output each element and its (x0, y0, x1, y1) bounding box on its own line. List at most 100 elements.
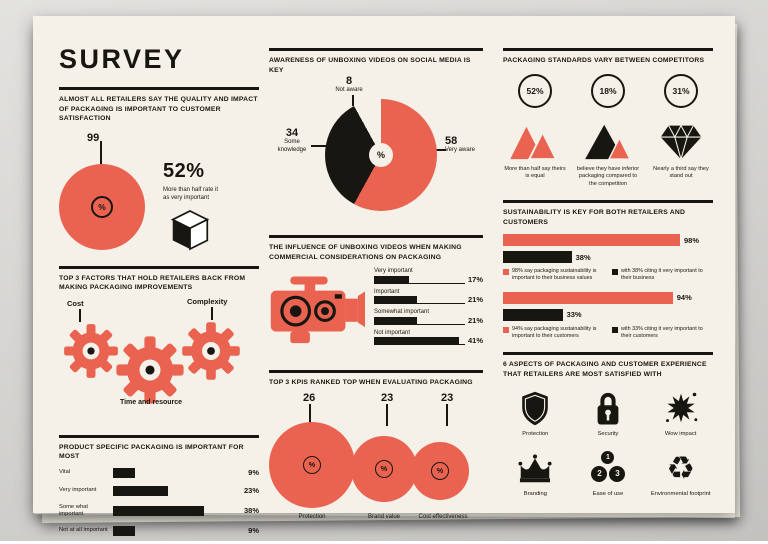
bar-row: Somewhat important 21% (374, 309, 483, 325)
bar-label: Important (374, 288, 400, 295)
bar-label: Somewhat important (374, 309, 430, 316)
recycle-glyph: ♻ (666, 448, 695, 487)
bar-row: Very important 17% (374, 268, 483, 284)
product-bar-chart: Vital 9% Very important 23% Some what im… (59, 467, 259, 536)
stat-circle: 18% (591, 73, 625, 108)
steps-icon: 1 2 3 (589, 449, 626, 487)
segment-value: 58 (445, 135, 458, 148)
callout-line (211, 306, 213, 320)
standards-stats: 52% More than half say theirs is equal 1… (503, 73, 713, 189)
influence-chart: Very important 17% Important 21% Somewha… (269, 268, 483, 358)
aspect-wow-impact: Wow impact (648, 389, 713, 439)
legend: 98% say packaging sustainability is impo… (503, 268, 713, 283)
divider (59, 265, 259, 269)
gears-illustration: Cost Complexity Time and resource (59, 297, 259, 423)
bar-track: 17% (374, 274, 483, 284)
aspect-security: Security (576, 389, 641, 439)
heading-product: PRODUCT SPECIFIC PACKAGING IS IMPORTANT … (59, 443, 244, 461)
numbered-steps: 1 2 3 (589, 450, 626, 485)
percent-badge: % (91, 195, 113, 218)
bar-value: 94% (676, 293, 692, 303)
diamond-icon (658, 113, 704, 161)
bar-row: 33% (503, 308, 713, 321)
sustainability-group-customers: 94% 33% 94% say packaging sustainability… (503, 291, 713, 341)
leader-line (417, 323, 465, 325)
bar-track: 21% (374, 316, 483, 325)
aspect-label: Branding (523, 490, 547, 497)
importance-pie: % (59, 163, 145, 250)
percent-badge: % (303, 455, 321, 474)
bar-value: 41% (467, 336, 483, 346)
bar-value: 23% (243, 486, 259, 496)
bar-value: 33% (566, 310, 582, 320)
callout-line (435, 149, 446, 151)
leader-line (417, 303, 465, 305)
bar-label: Not at all important (59, 527, 108, 534)
bar-track: 21% (374, 296, 483, 305)
aspect-label: Security (597, 431, 619, 438)
heading-sustainability: SUSTAINABILITY IS KEY FOR BOTH RETAILERS… (503, 209, 686, 226)
bar-track (113, 525, 233, 536)
importance-chart: 99 % 52% More than half rate it as very … (59, 128, 259, 254)
aspect-ease-of-use: 1 2 3 Ease of use (576, 449, 641, 499)
percent-badge: % (369, 143, 393, 168)
kpi-label: Protection (298, 513, 326, 520)
legend-item: 98% say packaging sustainability is impo… (503, 268, 604, 283)
callout-line (446, 403, 448, 426)
twin-peaks-icon (508, 113, 562, 161)
stat-circle: 31% (664, 73, 698, 108)
aspect-protection: Protection (503, 389, 568, 439)
influence-bars: Very important 17% Important 21% Somewha… (374, 268, 483, 358)
bar-track (113, 485, 233, 496)
kpi-value: 26 (303, 391, 316, 404)
bar-row: Not important 41% (374, 330, 483, 346)
stat-block: 52% More than half rate it as very impor… (163, 160, 255, 256)
kpi-value: 23 (441, 391, 454, 404)
segment-label: Some knowledge (277, 139, 307, 153)
bar (503, 234, 680, 247)
callout-line (79, 308, 81, 322)
bar-row: Very important 23% (59, 485, 259, 496)
legend-item: with 33% citing it very important to the… (612, 326, 713, 341)
awareness-pie: % (325, 99, 437, 212)
bar-row: 38% (503, 251, 713, 264)
stat-item: 18% believe they have inferior packaging… (576, 73, 640, 189)
kpi-bubble-brand-value: % (351, 435, 417, 502)
kpi-label: Cost effectiveness (418, 513, 468, 520)
callout-line (309, 403, 311, 426)
legend-text: 98% say packaging sustainability is impo… (512, 268, 597, 282)
aspect-branding: Branding (503, 449, 568, 499)
stat-caption: More than half say theirs is equal (504, 165, 566, 180)
padlock-icon (592, 389, 624, 427)
stat-circle: 52% (518, 73, 552, 108)
bar (113, 505, 205, 516)
step-number: 3 (609, 465, 626, 482)
aspects-grid: Protection Security (503, 389, 713, 498)
bar-value: 38% (575, 252, 591, 262)
bar-row: 98% (503, 234, 713, 247)
bar-value: 38% (243, 506, 259, 516)
legend: 94% say packaging sustainability is impo… (503, 326, 713, 341)
pie-callout: 99 (87, 128, 99, 146)
bar-row: Some what important 38% (59, 504, 259, 518)
aspect-environmental-footprint: ♻ Environmental footprint (648, 449, 713, 499)
infographic-poster: SURVEY ALMOST ALL RETAILERS SAY THE QUAL… (33, 16, 735, 536)
callout-line (386, 403, 388, 426)
pie-callout-not-aware: 8 Not aware (327, 75, 371, 95)
kpi-label: Brand value (367, 513, 401, 520)
bar-label: Very important (374, 268, 413, 275)
bar-row: 94% (503, 291, 713, 304)
right-column: PACKAGING STANDARDS VARY BETWEEN COMPETI… (503, 38, 713, 498)
bar (374, 337, 459, 346)
legend-swatch-ink (612, 269, 618, 276)
bar-row: Vital 9% (59, 467, 259, 478)
bar-value: 17% (467, 274, 483, 284)
segment-value: 34 (285, 127, 299, 140)
heading-kpis: TOP 3 KPIS RANKED TOP WHEN EVALUATING PA… (269, 379, 473, 387)
bar-value: 9% (248, 468, 259, 478)
bar (503, 291, 673, 304)
segment-value: 8 (345, 75, 353, 88)
crown-icon (516, 449, 554, 487)
heading-factors: TOP 3 FACTORS THAT HOLD RETAILERS BACK F… (59, 274, 246, 292)
